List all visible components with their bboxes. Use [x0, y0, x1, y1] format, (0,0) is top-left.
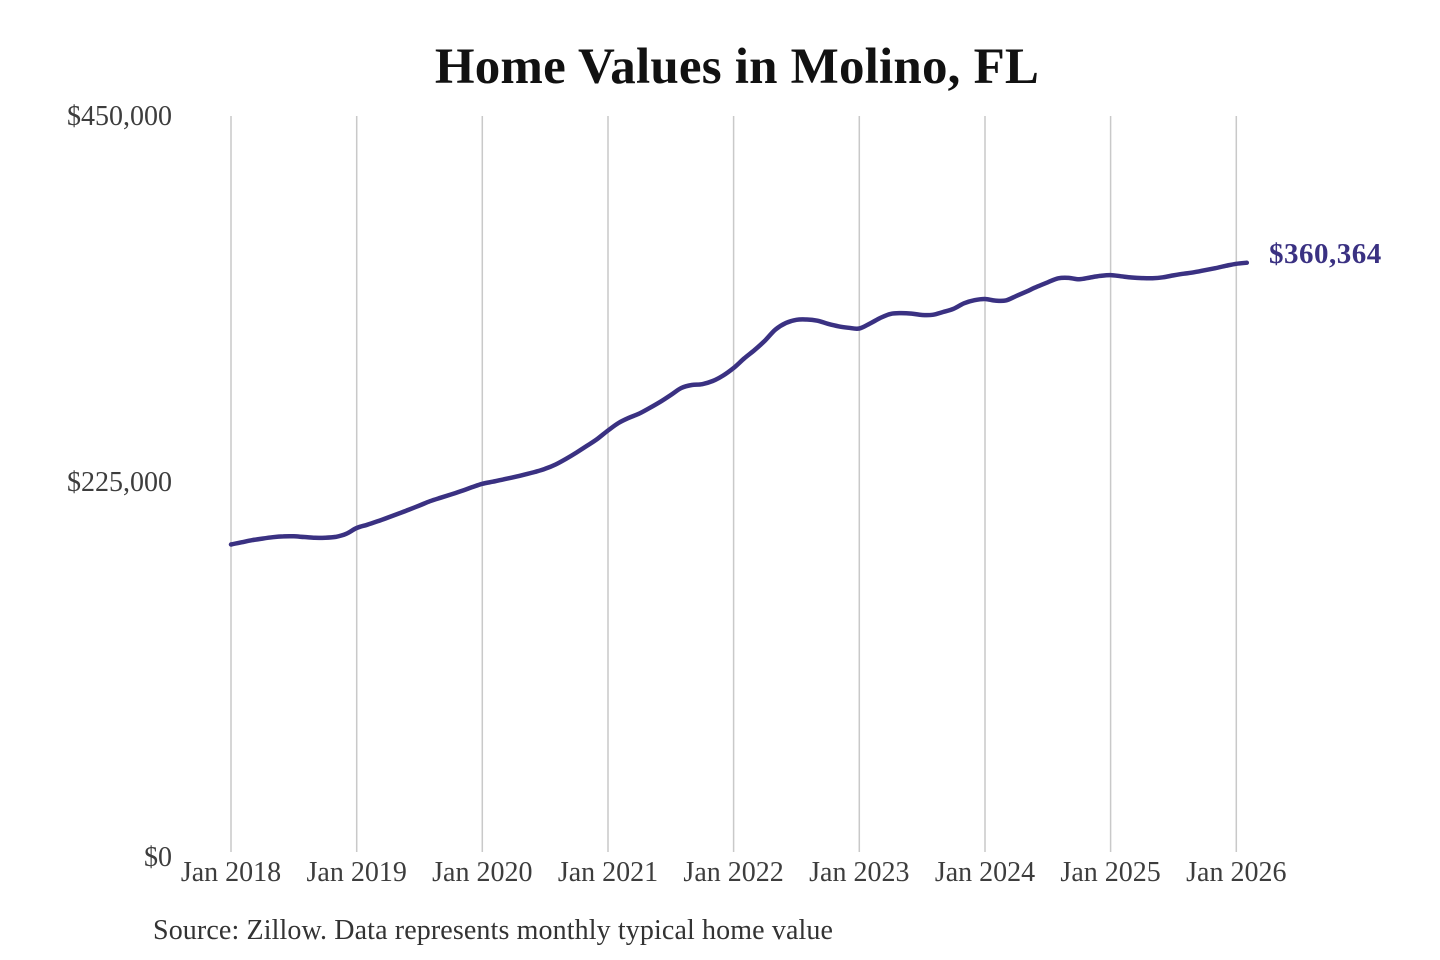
svg-text:Jan 2021: Jan 2021: [558, 857, 658, 888]
svg-text:Jan 2022: Jan 2022: [683, 857, 783, 888]
svg-text:Jan 2024: Jan 2024: [935, 857, 1035, 888]
svg-text:$360,364: $360,364: [1269, 238, 1382, 270]
svg-text:Jan 2023: Jan 2023: [809, 857, 909, 888]
svg-text:Jan 2018: Jan 2018: [181, 857, 281, 888]
svg-text:Jan 2020: Jan 2020: [432, 857, 532, 888]
svg-text:$225,000: $225,000: [67, 467, 172, 498]
svg-text:$450,000: $450,000: [67, 101, 172, 132]
svg-text:Home Values in Molino, FL: Home Values in Molino, FL: [435, 39, 1039, 95]
svg-text:Jan 2019: Jan 2019: [307, 857, 407, 888]
svg-text:Source: Zillow. Data represent: Source: Zillow. Data represents monthly …: [153, 915, 833, 946]
svg-text:Jan 2026: Jan 2026: [1186, 857, 1286, 888]
svg-text:Jan 2025: Jan 2025: [1060, 857, 1160, 888]
svg-text:$0: $0: [144, 842, 172, 873]
